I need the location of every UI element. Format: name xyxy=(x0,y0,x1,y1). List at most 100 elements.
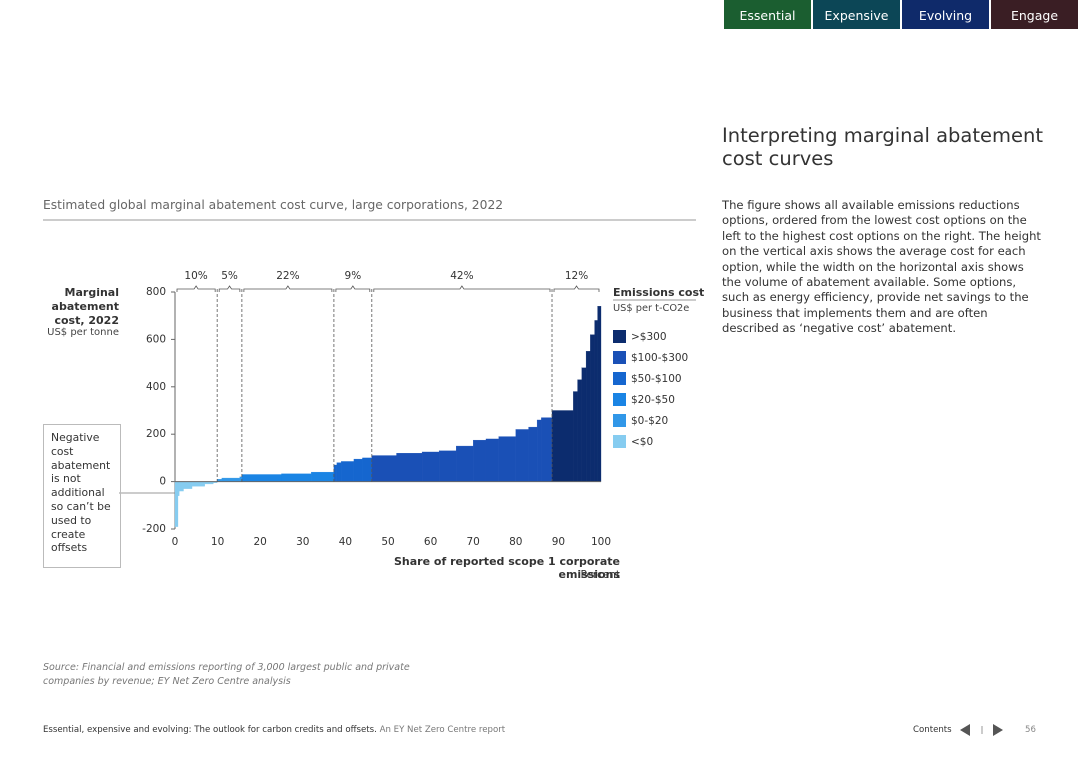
y-axis-label: Marginal abatement cost, 2022 xyxy=(51,286,119,327)
bar xyxy=(590,334,595,482)
bar xyxy=(353,458,363,482)
segment-label: 42% xyxy=(450,270,473,282)
legend-label: <$0 xyxy=(631,436,653,448)
nav-tab[interactable]: Engage xyxy=(991,0,1078,29)
legend-label: $50-$100 xyxy=(631,373,682,385)
prev-arrow[interactable] xyxy=(960,724,970,736)
next-arrow[interactable] xyxy=(993,724,1003,736)
bar xyxy=(438,450,457,482)
x-tick-label: 40 xyxy=(339,536,352,548)
legend-label: >$300 xyxy=(631,331,667,343)
y-axis-unit: US$ per tonne xyxy=(47,327,119,338)
bar xyxy=(573,391,578,482)
x-tick-label: 100 xyxy=(591,536,611,548)
x-tick-label: 20 xyxy=(254,536,267,548)
annotation: Negative cost abatement is not additiona… xyxy=(43,424,121,568)
legend-subtitle: US$ per t-CO2e xyxy=(613,303,690,314)
segment-brace xyxy=(218,285,241,292)
bar xyxy=(311,471,335,482)
segment-label: 10% xyxy=(184,270,207,282)
bar xyxy=(421,451,440,482)
legend-swatch xyxy=(613,330,626,343)
bar xyxy=(340,461,355,482)
nav-tab[interactable]: Expensive xyxy=(813,0,900,29)
bar xyxy=(597,306,602,482)
footer-title: Essential, expensive and evolving: The o… xyxy=(43,725,377,735)
bar xyxy=(585,351,591,482)
sidebar-body: The figure shows all available emissions… xyxy=(722,198,1041,336)
legend-swatch xyxy=(613,435,626,448)
bar xyxy=(179,481,184,492)
bar xyxy=(336,462,342,482)
y-tick-label: 600 xyxy=(146,333,166,345)
contents-link[interactable]: Contents xyxy=(913,725,952,735)
bar xyxy=(362,457,372,482)
x-tick-label: 50 xyxy=(381,536,394,548)
bar xyxy=(551,410,574,482)
x-tick-label: 70 xyxy=(467,536,480,548)
bar xyxy=(515,429,529,482)
x-tick-label: 80 xyxy=(509,536,522,548)
segment-brace xyxy=(373,285,551,292)
bar xyxy=(473,439,487,482)
sidebar-heading: Interpreting marginal abatement cost cur… xyxy=(722,124,1043,170)
bar xyxy=(174,481,179,527)
legend-label: $20-$50 xyxy=(631,394,675,406)
bar xyxy=(221,477,240,482)
y-tick-label: 200 xyxy=(146,428,166,440)
bar xyxy=(528,426,538,482)
bar xyxy=(485,438,499,482)
segment-label: 22% xyxy=(276,270,299,282)
y-tick-label: 800 xyxy=(146,286,166,298)
contents-nav: Contents xyxy=(913,724,1003,736)
bar xyxy=(371,455,397,482)
bar xyxy=(191,481,205,487)
legend-label: $100-$300 xyxy=(631,352,688,364)
y-tick-label: -200 xyxy=(142,523,166,535)
legend-swatch xyxy=(613,372,626,385)
bar xyxy=(498,436,516,482)
bar xyxy=(177,481,180,496)
nav-tab[interactable]: Essential xyxy=(724,0,811,29)
bar xyxy=(241,474,282,482)
bar xyxy=(577,379,582,482)
source-note: Source: Financial and emissions reportin… xyxy=(43,662,410,687)
bar xyxy=(396,453,423,482)
x-axis-label: Share of reported scope 1 corporate emis… xyxy=(394,555,620,581)
legend-label: $0-$20 xyxy=(631,415,668,427)
bar xyxy=(183,481,193,489)
page-number: 56 xyxy=(1025,725,1036,735)
segment-brace xyxy=(176,285,216,292)
x-axis-unit: Percent xyxy=(580,569,620,581)
legend-swatch xyxy=(613,351,626,364)
y-tick-label: 0 xyxy=(159,476,166,488)
legend-swatch xyxy=(613,393,626,406)
footer-subtitle: An EY Net Zero Centre report xyxy=(379,725,506,735)
x-tick-label: 90 xyxy=(552,536,565,548)
bar xyxy=(541,417,553,482)
segment-label: 12% xyxy=(565,270,588,282)
bar xyxy=(456,445,474,482)
segment-brace xyxy=(243,285,333,292)
segment-brace xyxy=(335,285,371,292)
x-tick-label: 0 xyxy=(172,536,179,548)
nav-tab[interactable]: Evolving xyxy=(902,0,989,29)
legend-swatch xyxy=(613,414,626,427)
segment-brace xyxy=(553,285,600,292)
x-tick-label: 10 xyxy=(211,536,224,548)
segment-label: 5% xyxy=(221,270,238,282)
x-tick-label: 60 xyxy=(424,536,437,548)
bar xyxy=(333,464,338,482)
bar xyxy=(281,473,312,482)
chart-title: Estimated global marginal abatement cost… xyxy=(43,198,504,212)
bar xyxy=(581,367,587,482)
y-tick-label: 400 xyxy=(146,381,166,393)
x-tick-label: 30 xyxy=(296,536,309,548)
page-arrows xyxy=(960,724,1003,736)
bar xyxy=(594,320,598,482)
segment-label: 9% xyxy=(345,270,362,282)
legend-title: Emissions cost xyxy=(613,286,705,299)
bar xyxy=(536,419,542,482)
